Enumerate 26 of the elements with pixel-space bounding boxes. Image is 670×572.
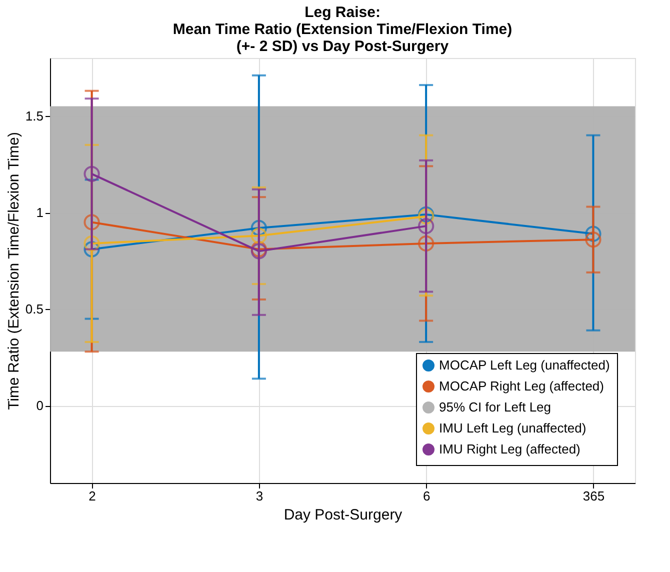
point (84, 235, 100, 252)
legend-label: IMU Left Leg (unaffected) (439, 420, 586, 436)
y-tick-label: 1 (36, 205, 44, 220)
point (250, 220, 267, 236)
legend-label: MOCAP Left Leg (unaffected) (439, 358, 610, 372)
x-axis-title: Day Post-Surgery (284, 506, 403, 524)
point (585, 226, 602, 242)
point (250, 228, 267, 244)
point (84, 166, 100, 182)
legend-label: IMU Right Leg (affected) (439, 442, 580, 456)
y-tick-label: 0 (36, 398, 44, 414)
y-axis-title: Time Ratio (Extension Time/Flexion Time) (5, 132, 22, 410)
point (84, 241, 100, 258)
y-tick-label: 0.5 (25, 302, 44, 317)
chart-title: Leg Raise: Mean Time Ratio (Extension Time/Flexion Time) (+- 2 SD) vs Day Post-Surgery (172, 4, 512, 55)
point (418, 218, 434, 234)
y-tick-label: 1.5 (25, 108, 44, 124)
x-tick-label: 2 (88, 488, 96, 504)
point (84, 214, 100, 230)
legend-label: 95% CI for Left Leg (439, 400, 552, 414)
x-tick-label: 6 (422, 488, 430, 504)
x-tick-label: 365 (582, 488, 605, 504)
point (418, 235, 434, 252)
point (585, 232, 602, 248)
legend-label: MOCAP Right Leg (affected) (439, 378, 604, 394)
x-tick-label: 3 (256, 488, 264, 504)
